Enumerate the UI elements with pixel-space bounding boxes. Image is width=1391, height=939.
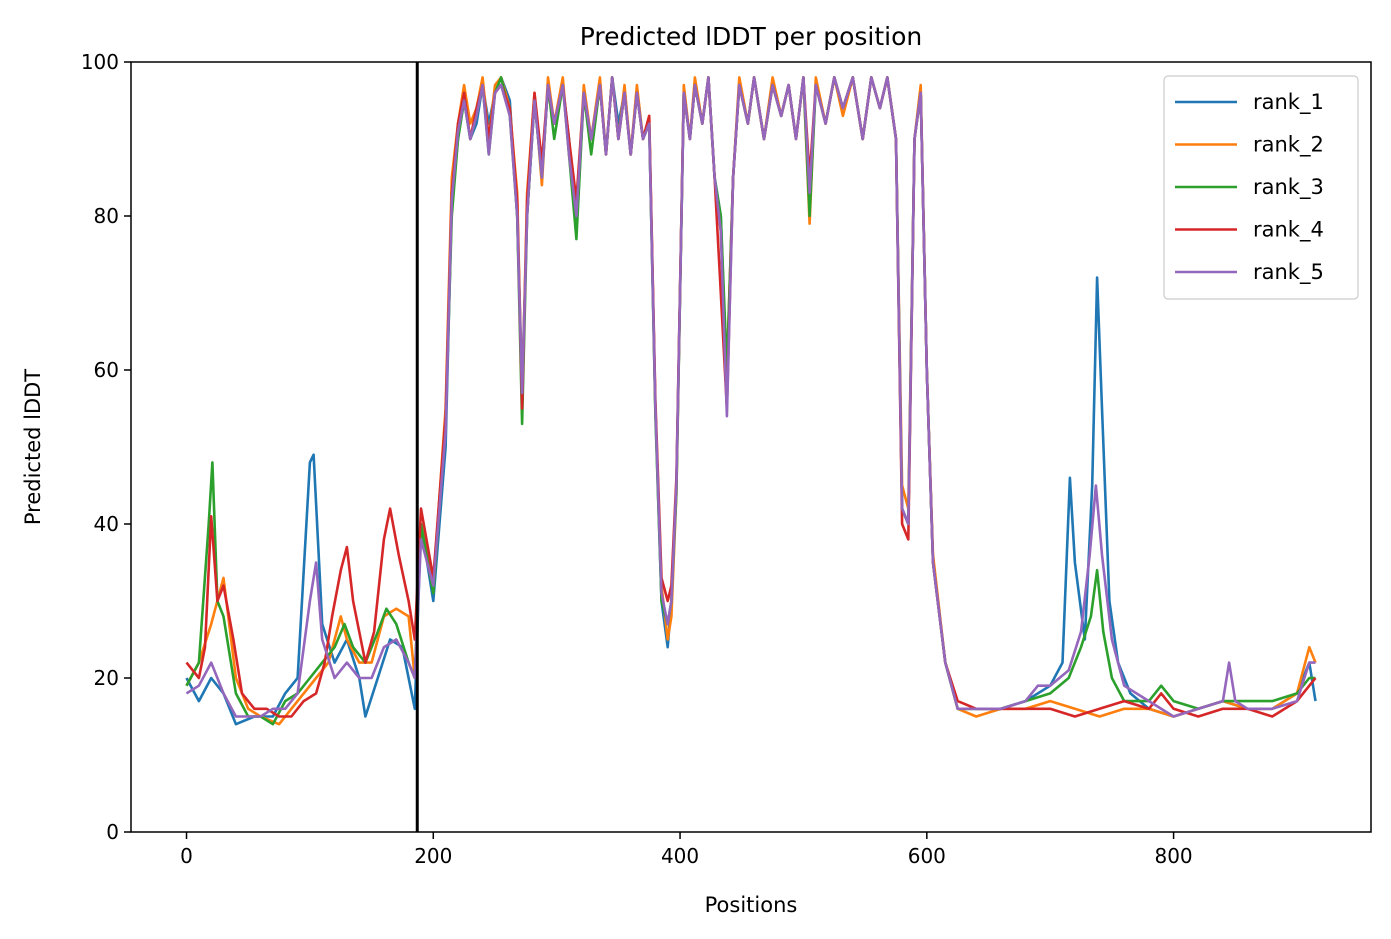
legend-label-rank_2: rank_2 xyxy=(1253,133,1324,158)
x-tick-label: 0 xyxy=(180,844,193,868)
y-tick-label: 60 xyxy=(94,358,119,382)
x-axis: 0 200 400 600 800 xyxy=(180,832,1193,868)
chart-title: Predicted lDDT per position xyxy=(580,22,922,51)
series-line-rank_5 xyxy=(185,76,1316,718)
plot-area xyxy=(185,62,1317,832)
x-tick-label: 800 xyxy=(1154,844,1192,868)
y-axis: 0 20 40 60 80 100 xyxy=(81,50,131,844)
plot-frame xyxy=(130,61,1372,833)
y-tick-label: 40 xyxy=(94,512,119,536)
legend-label-rank_3: rank_3 xyxy=(1253,175,1324,200)
legend-label-rank_4: rank_4 xyxy=(1253,218,1324,243)
x-tick-label: 600 xyxy=(908,844,946,868)
y-tick-label: 0 xyxy=(106,820,119,844)
legend-box xyxy=(1163,75,1359,300)
y-tick-label: 20 xyxy=(94,666,119,690)
legend: rank_1 rank_2 rank_3 rank_4 rank_5 xyxy=(1163,75,1359,300)
legend-label-rank_1: rank_1 xyxy=(1253,90,1324,115)
y-tick-label: 100 xyxy=(81,50,119,74)
x-tick-label: 400 xyxy=(661,844,699,868)
y-tick-label: 80 xyxy=(94,204,119,228)
x-axis-label: Positions xyxy=(705,893,798,917)
y-axis-label: Predicted lDDT xyxy=(21,369,45,525)
x-tick-label: 200 xyxy=(414,844,452,868)
legend-label-rank_5: rank_5 xyxy=(1253,260,1324,285)
